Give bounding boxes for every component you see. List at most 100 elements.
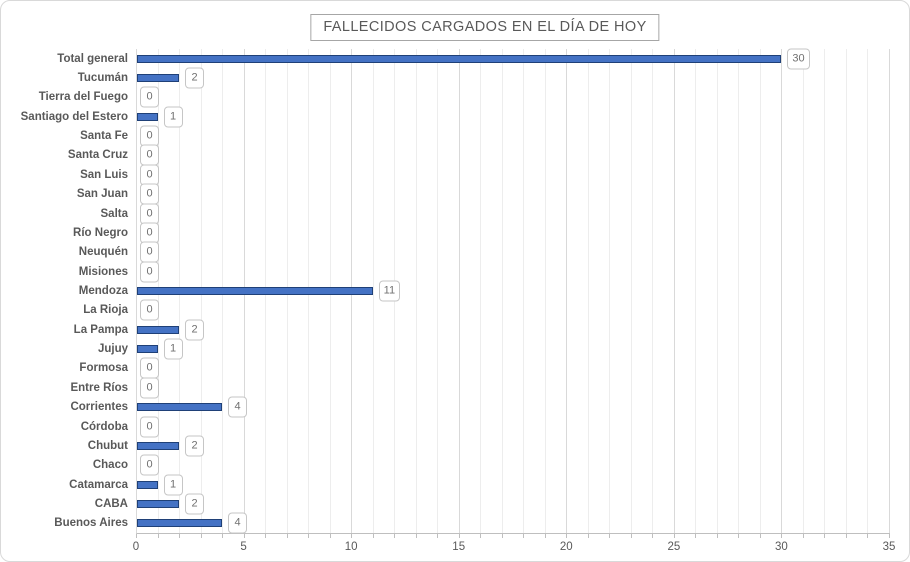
axis-tick xyxy=(329,534,331,538)
category-label-mendoza: Mendoza xyxy=(78,284,128,297)
minor-gridline xyxy=(716,49,718,533)
axis-tick xyxy=(738,534,740,538)
data-label-salta: 0 xyxy=(140,203,159,225)
axis-tick xyxy=(243,534,245,538)
major-gridline xyxy=(781,49,783,533)
data-label-santa-cruz: 0 xyxy=(140,144,159,166)
bar-row-chaco: 0 xyxy=(137,454,890,476)
data-label-mendoza: 11 xyxy=(378,280,401,302)
value-axis-label-10: 10 xyxy=(344,541,358,553)
value-axis-label-35: 35 xyxy=(882,541,896,553)
axis-tick xyxy=(437,534,439,538)
value-axis-label-0: 0 xyxy=(132,541,140,553)
value-axis-label-5: 5 xyxy=(240,541,247,553)
value-axis-labels: 0 5 10 15 20 25 30 35 xyxy=(132,541,896,555)
category-label-tucuman: Tucumán xyxy=(77,72,128,85)
minor-gridline xyxy=(501,49,503,533)
axis-tick xyxy=(609,534,611,538)
data-label-caba: 2 xyxy=(185,493,205,515)
category-label-rio-negro: Río Negro xyxy=(73,226,128,239)
data-label-neuquen: 0 xyxy=(140,241,159,263)
data-label-cordoba: 0 xyxy=(140,416,159,437)
axis-tick xyxy=(781,534,783,538)
data-label-corrientes: 4 xyxy=(228,396,248,418)
axis-tick xyxy=(415,534,417,538)
bar-row-formosa: 0 xyxy=(137,357,890,379)
category-label-caba: CABA xyxy=(94,497,128,510)
data-label-total-general: 30 xyxy=(787,48,810,70)
category-label-neuquen: Neuquén xyxy=(78,246,128,259)
data-label-chaco: 0 xyxy=(140,454,159,476)
minor-gridline xyxy=(544,49,546,533)
minor-gridline xyxy=(372,49,374,533)
data-label-san-luis: 0 xyxy=(140,164,159,186)
major-gridline xyxy=(673,49,675,533)
axis-tick xyxy=(458,534,460,538)
data-label-formosa: 0 xyxy=(140,357,159,379)
axis-tick xyxy=(286,534,288,538)
category-label-santa-cruz: Santa Cruz xyxy=(67,149,128,162)
data-label-tierra-del-fuego: 0 xyxy=(140,86,159,108)
category-label-chaco: Chaco xyxy=(92,459,128,472)
category-label-total-general: Total general xyxy=(57,52,128,65)
bar-corrientes xyxy=(137,403,223,412)
axis-tick xyxy=(673,534,675,538)
bar-row-mendoza: 11 xyxy=(137,280,890,302)
axis-tick xyxy=(136,534,137,538)
minor-gridline xyxy=(652,49,654,533)
bar-row-la-pampa: 2 xyxy=(137,319,890,341)
category-label-catamarca: Catamarca xyxy=(69,478,128,491)
category-axis-labels: Total general Tucumán Tierra del Fuego Sant… xyxy=(1,49,128,533)
major-gridline xyxy=(889,49,890,533)
category-label-buenos-aires: Buenos Aires xyxy=(54,517,128,530)
bar-la-pampa xyxy=(137,325,180,334)
major-gridline xyxy=(566,49,568,533)
category-label-misiones: Misiones xyxy=(78,265,128,278)
data-label-la-rioja: 0 xyxy=(140,299,159,321)
minor-gridline xyxy=(609,49,611,533)
chart-title: FALLECIDOS CARGADOS EN EL DÍA DE HOY xyxy=(310,14,660,41)
axis-tick xyxy=(157,534,159,538)
minor-gridline xyxy=(587,49,589,533)
axis-tick xyxy=(544,534,546,538)
axis-tick xyxy=(480,534,482,538)
data-label-misiones: 0 xyxy=(140,261,159,283)
bar-mendoza xyxy=(137,286,373,295)
category-label-cordoba: Córdoba xyxy=(80,420,128,433)
axis-tick xyxy=(265,534,267,538)
axis-tick xyxy=(501,534,503,538)
axis-tick xyxy=(308,534,310,538)
bar-tucuman xyxy=(137,74,180,83)
axis-tick xyxy=(394,534,396,538)
minor-gridline xyxy=(867,49,869,533)
axis-tick xyxy=(802,534,804,538)
axis-tick xyxy=(523,534,525,538)
bar-row-santiago-del-estero: 1 xyxy=(137,106,890,128)
bar-row-total-general: 30 xyxy=(137,48,890,70)
bar-row-cordoba: 0 xyxy=(137,416,890,437)
axis-tick xyxy=(200,534,202,538)
bar-row-misiones: 0 xyxy=(137,261,890,283)
category-label-santa-fe: Santa Fe xyxy=(80,130,128,143)
category-label-la-rioja: La Rioja xyxy=(83,304,128,317)
category-label-salta: Salta xyxy=(100,207,129,220)
axis-tick xyxy=(889,534,890,538)
bar-jujuy xyxy=(137,345,158,354)
bar-row-san-luis: 0 xyxy=(137,164,890,186)
bar-row-buenos-aires: 4 xyxy=(137,512,890,534)
bar-buenos-aires xyxy=(137,519,223,528)
minor-gridline xyxy=(824,49,826,533)
category-label-entre-rios: Entre Ríos xyxy=(70,381,128,394)
axis-tick xyxy=(222,534,224,538)
minor-gridline xyxy=(480,49,482,533)
category-label-chubut: Chubut xyxy=(87,439,128,452)
data-label-la-pampa: 2 xyxy=(185,319,205,341)
category-label-jujuy: Jujuy xyxy=(97,343,128,356)
minor-gridline xyxy=(437,49,439,533)
axis-tick xyxy=(759,534,761,538)
axis-tick xyxy=(716,534,718,538)
category-label-formosa: Formosa xyxy=(79,362,128,375)
bar-row-la-rioja: 0 xyxy=(137,299,890,321)
minor-gridline xyxy=(802,49,804,533)
